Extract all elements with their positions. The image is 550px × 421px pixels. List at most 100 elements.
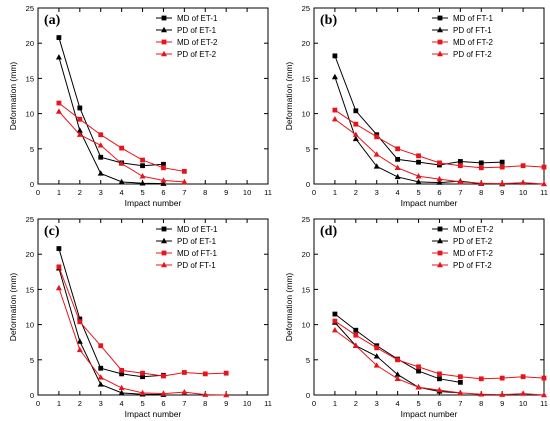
x-tick-label: 10 xyxy=(519,188,527,197)
legend: MD of FT-1 PD of FT-1 MD of FT-2 PD of FT-2 xyxy=(432,14,494,59)
data-point xyxy=(478,165,484,171)
data-point xyxy=(119,371,125,377)
y-tick-label: 15 xyxy=(26,74,34,83)
data-point xyxy=(77,105,83,111)
data-point xyxy=(457,163,463,169)
data-point xyxy=(97,381,104,387)
data-point xyxy=(457,178,464,185)
x-tick-label: 10 xyxy=(243,188,251,197)
data-point xyxy=(332,107,338,113)
data-point xyxy=(331,73,338,80)
data-point xyxy=(541,391,547,398)
data-point xyxy=(373,151,380,157)
legend-label: MD of FT-1 xyxy=(453,14,494,23)
data-point xyxy=(161,237,167,244)
data-point xyxy=(415,384,422,390)
x-tick-label: 2 xyxy=(354,399,358,408)
data-point xyxy=(416,364,421,370)
data-point xyxy=(161,15,167,21)
x-tick-label: 8 xyxy=(203,188,207,197)
y-axis-label: Deformation (mm) xyxy=(8,273,18,342)
x-tick-label: 5 xyxy=(140,188,144,197)
x-tick-label: 1 xyxy=(333,188,337,197)
y-tick-label: 5 xyxy=(30,145,34,154)
data-point xyxy=(160,177,167,183)
data-point xyxy=(437,376,442,382)
x-tick-label: 6 xyxy=(437,399,441,408)
x-axis-label: Impact number xyxy=(125,409,182,419)
data-point xyxy=(56,35,62,40)
data-point xyxy=(202,391,209,397)
legend-label: MD of ET-2 xyxy=(177,38,218,47)
y-tick-label: 25 xyxy=(302,215,310,224)
x-tick-label: 4 xyxy=(396,399,400,408)
data-point xyxy=(395,357,401,363)
data-point xyxy=(436,175,443,182)
data-point xyxy=(76,338,83,344)
data-point xyxy=(394,173,401,180)
data-point xyxy=(77,319,83,325)
x-tick-label: 3 xyxy=(375,399,379,408)
data-point xyxy=(161,161,166,167)
x-tick-label: 9 xyxy=(500,399,504,408)
y-tick-label: 0 xyxy=(306,180,310,189)
data-point xyxy=(437,237,443,244)
series-line xyxy=(58,37,164,167)
data-point xyxy=(118,178,125,185)
data-point xyxy=(437,26,443,33)
data-point xyxy=(437,160,442,166)
x-tick-label: 8 xyxy=(203,399,207,408)
x-tick-label: 3 xyxy=(99,399,103,408)
legend-label: MD of FT-2 xyxy=(453,249,494,258)
x-tick-label: 11 xyxy=(540,399,548,408)
x-tick-label: 5 xyxy=(140,399,144,408)
x-tick-label: 8 xyxy=(479,188,483,197)
data-point xyxy=(76,346,83,353)
data-point xyxy=(437,261,443,268)
data-point xyxy=(499,180,506,186)
y-axis-label: Deformation (mm) xyxy=(8,62,18,131)
y-tick-label: 15 xyxy=(302,74,310,83)
data-point xyxy=(56,100,62,106)
data-point xyxy=(499,391,506,397)
data-point xyxy=(478,160,484,166)
data-point xyxy=(202,371,208,377)
legend-label: PD of ET-1 xyxy=(177,26,217,35)
x-tick-label: 9 xyxy=(224,188,228,197)
data-point xyxy=(77,116,83,122)
data-point xyxy=(161,373,166,379)
data-point xyxy=(118,160,125,166)
y-tick-label: 25 xyxy=(26,4,34,13)
legend-label: PD of FT-1 xyxy=(453,26,492,35)
data-point xyxy=(352,135,359,142)
data-point xyxy=(373,362,380,368)
series-group xyxy=(55,284,230,398)
series-line xyxy=(334,55,503,166)
data-point xyxy=(55,108,62,114)
y-tick-label: 10 xyxy=(26,321,34,330)
series-group xyxy=(331,327,547,398)
series-group xyxy=(56,35,166,169)
x-tick-label: 3 xyxy=(99,188,103,197)
series-group xyxy=(55,265,167,397)
series-group xyxy=(332,53,505,168)
y-tick-label: 5 xyxy=(306,145,310,154)
x-tick-label: 1 xyxy=(57,399,61,408)
data-point xyxy=(374,134,380,140)
legend-label: PD of FT-2 xyxy=(453,261,492,270)
y-axis-label: Deformation (mm) xyxy=(284,62,294,131)
data-point xyxy=(161,26,167,33)
chart-panel: 0 1 2 3 4 5 6 7 8 9 10 11 0 5 10 15 20 25 Impact number Def… xyxy=(8,215,272,419)
series-group xyxy=(331,116,547,187)
x-tick-label: 5 xyxy=(416,188,420,197)
data-point xyxy=(541,164,547,170)
data-point xyxy=(437,250,443,256)
data-point xyxy=(181,370,187,375)
data-point xyxy=(353,332,359,338)
y-tick-label: 20 xyxy=(26,250,34,259)
legend-label: PD of FT-2 xyxy=(453,50,492,59)
data-point xyxy=(223,391,230,398)
data-point xyxy=(520,163,526,169)
series-group xyxy=(332,107,547,171)
data-point xyxy=(76,127,83,133)
